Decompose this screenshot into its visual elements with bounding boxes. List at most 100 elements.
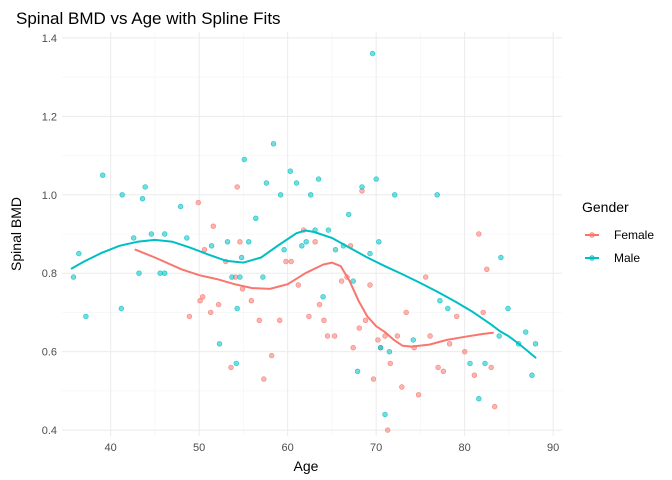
female-point — [403, 309, 409, 316]
legend-item-male: Male — [585, 251, 640, 265]
y-tick-label: 0.6 — [42, 347, 57, 359]
female-point — [283, 258, 289, 265]
male-point — [359, 184, 365, 190]
male-point — [253, 215, 259, 222]
male-point — [377, 345, 384, 351]
male-point — [354, 368, 361, 374]
male-point — [241, 156, 248, 163]
x-axis-title: Age — [294, 458, 319, 474]
female-point — [234, 184, 240, 190]
male-spline-line — [70, 229, 537, 359]
male-point — [177, 203, 184, 210]
x-axis-ticks: 40 50 60 70 80 90 — [105, 442, 560, 454]
male-point — [216, 341, 223, 347]
female-point — [492, 403, 498, 410]
female-point — [324, 333, 331, 339]
female-point — [306, 313, 312, 320]
female-point — [446, 341, 453, 347]
male-point — [270, 141, 277, 147]
y-tick-label: 1.2 — [42, 111, 57, 123]
male-point — [369, 50, 376, 57]
male-point — [162, 270, 168, 276]
female-point — [295, 282, 301, 288]
male-point — [162, 231, 168, 237]
legend-items: Female Male — [585, 228, 654, 265]
female-point — [312, 239, 318, 245]
male-point — [529, 372, 535, 378]
male-point — [367, 250, 373, 257]
female-point — [338, 278, 345, 284]
male-point — [350, 278, 356, 284]
female-point — [375, 337, 381, 343]
male-point — [303, 239, 309, 245]
female-point — [195, 199, 202, 206]
male-point — [376, 239, 382, 245]
male-point — [208, 243, 215, 249]
female-point — [261, 376, 267, 382]
male-point — [131, 235, 137, 241]
legend-key-point — [589, 255, 595, 261]
male-point — [238, 254, 245, 261]
male-point — [308, 192, 314, 198]
legend-item-female: Female — [585, 228, 654, 242]
female-point — [476, 231, 482, 237]
male-point — [325, 227, 332, 233]
male-point — [234, 305, 240, 312]
female-point — [186, 313, 193, 320]
female-point — [256, 317, 262, 323]
female-point — [488, 364, 494, 371]
y-axis-ticks: 0.4 0.6 0.8 1.0 1.2 1.4 — [42, 33, 57, 437]
male-point — [287, 168, 293, 174]
male-point — [136, 270, 142, 276]
x-tick-label: 80 — [459, 442, 471, 454]
female-point — [385, 427, 391, 433]
legend-label: Female — [614, 228, 654, 242]
male-point — [119, 192, 125, 198]
female-spline-line — [134, 248, 494, 348]
male-point — [437, 298, 443, 304]
spline-fits — [70, 229, 537, 359]
male-point — [263, 180, 270, 186]
male-point — [467, 360, 473, 367]
female-point — [423, 274, 429, 280]
y-tick-label: 1.0 — [42, 190, 57, 202]
y-tick-label: 0.4 — [42, 425, 57, 437]
male-point — [246, 239, 252, 245]
female-point — [454, 313, 460, 320]
male-point — [505, 305, 511, 312]
female-point — [387, 360, 393, 367]
male-point — [237, 274, 243, 280]
male-point — [157, 270, 163, 276]
female-point — [356, 325, 362, 331]
female-point — [269, 352, 275, 359]
female-point — [208, 309, 214, 316]
male-point — [373, 176, 379, 182]
male-point — [281, 247, 287, 253]
female-point — [277, 317, 283, 323]
x-tick-label: 60 — [282, 442, 294, 454]
chart-title: Spinal BMD vs Age with Spline Fits — [16, 9, 281, 28]
male-point — [139, 196, 146, 202]
female-point — [248, 298, 255, 304]
y-tick-label: 1.4 — [42, 33, 57, 45]
gridlines — [62, 32, 562, 436]
male-point — [315, 176, 322, 182]
female-point — [316, 301, 323, 308]
female-point — [382, 333, 388, 339]
legend: Gender Female Male — [582, 199, 654, 265]
female-point — [210, 223, 217, 229]
female-point — [331, 333, 338, 339]
female-point — [362, 317, 369, 323]
female-point — [484, 266, 490, 272]
male-point — [410, 337, 416, 343]
male-point — [299, 243, 305, 249]
legend-label: Male — [614, 251, 640, 265]
legend-title: Gender — [582, 199, 629, 215]
male-point — [332, 247, 339, 253]
male-point — [482, 360, 488, 367]
legend-key-point — [589, 232, 595, 238]
x-tick-label: 90 — [547, 442, 559, 454]
x-tick-label: 70 — [370, 442, 382, 454]
male-point — [70, 274, 77, 280]
female-point — [399, 384, 405, 390]
